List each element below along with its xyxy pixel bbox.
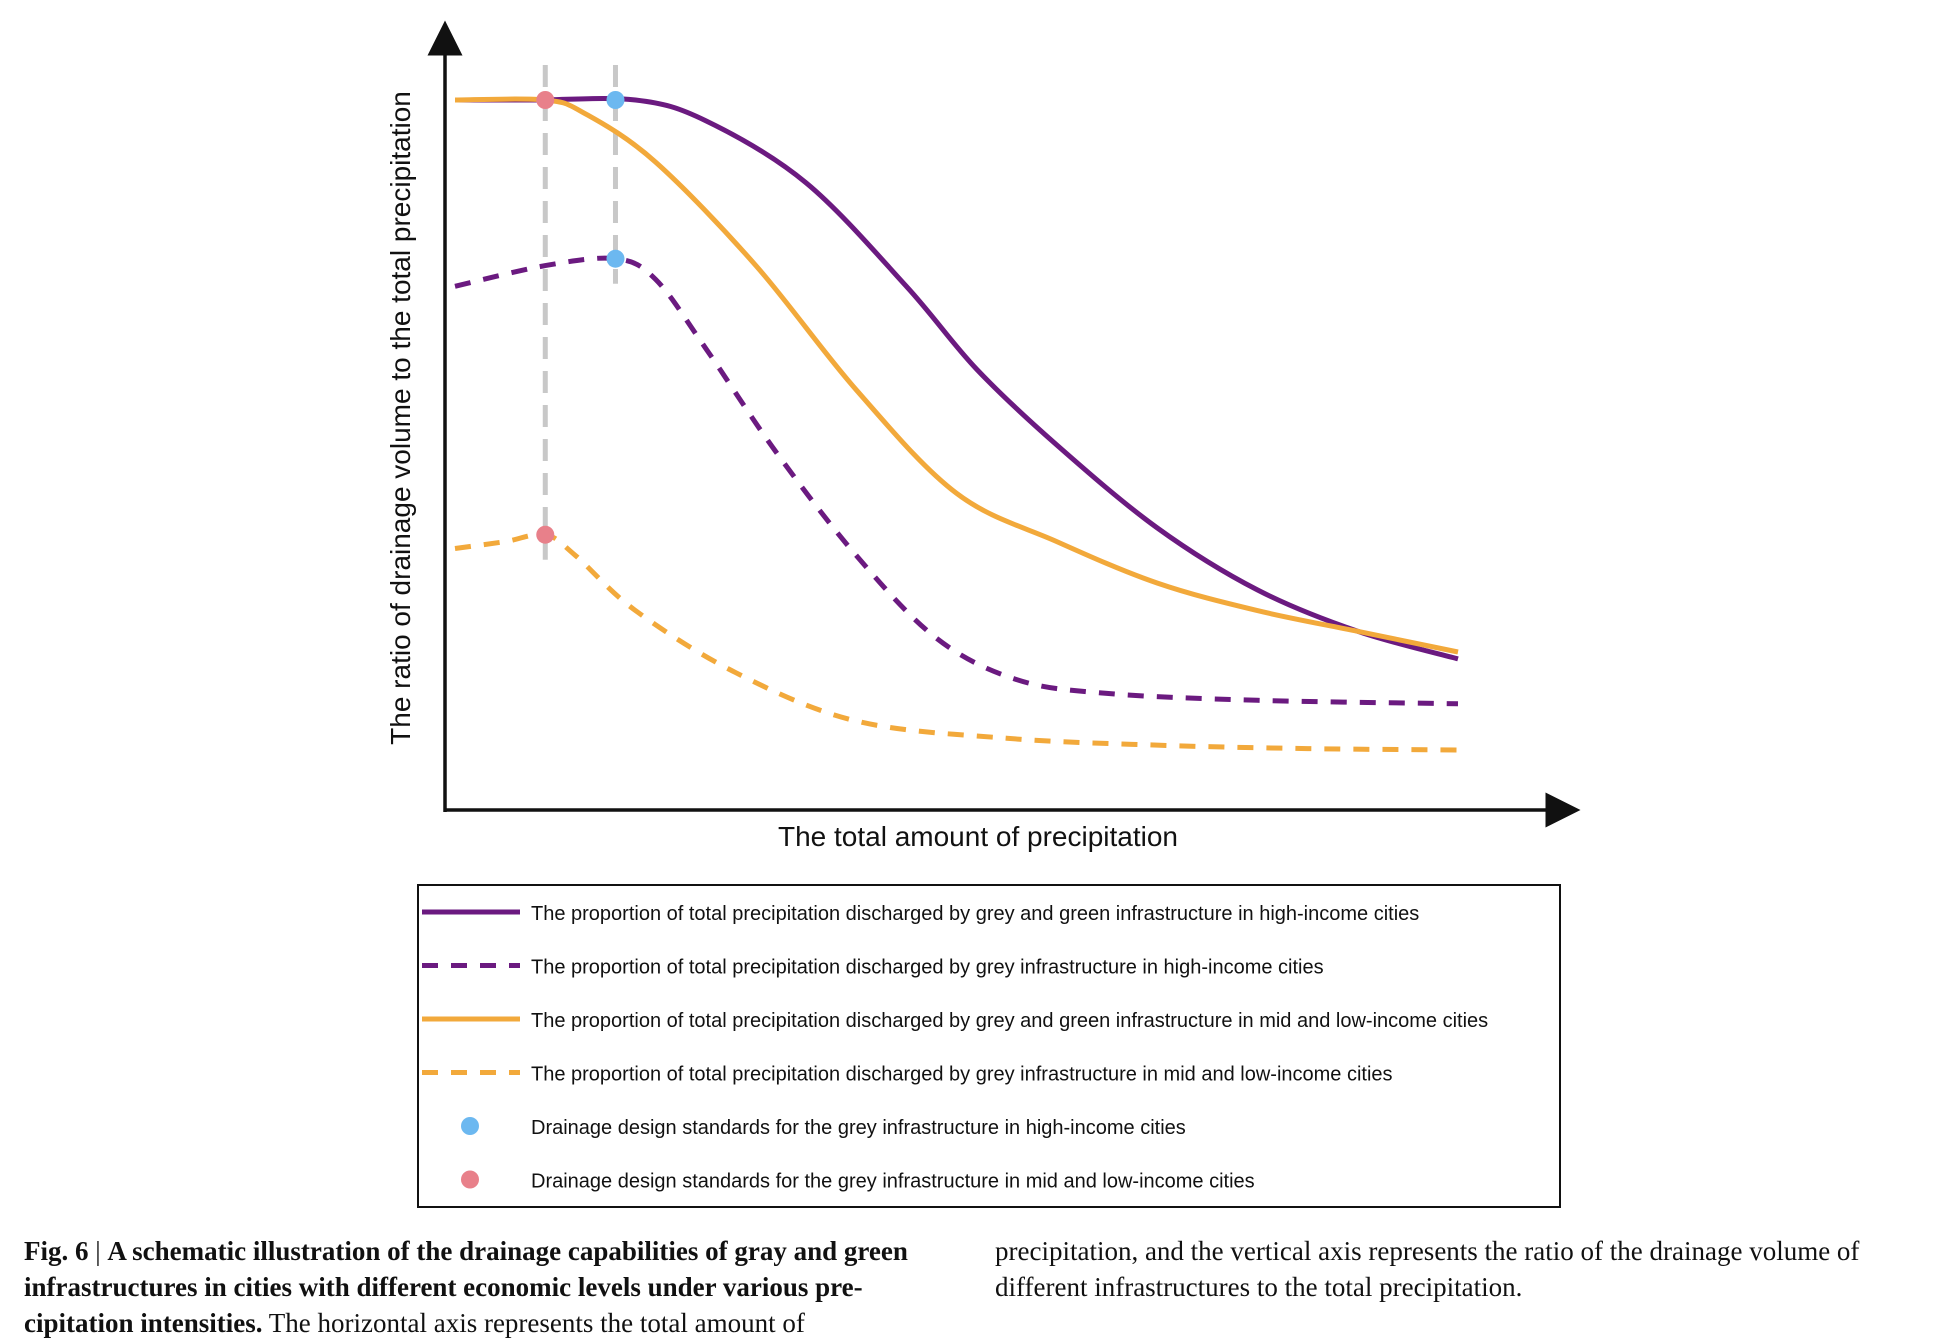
series-line-3 — [454, 96, 1459, 655]
legend-label-2: The proportion of total precipitation di… — [531, 957, 1324, 979]
y-axis-label: The ratio of drainage volume to the tota… — [385, 91, 416, 745]
series-line-4 — [454, 531, 1459, 753]
caption-title: A schematic illustration of the drainage… — [24, 1236, 908, 1338]
series-line-1 — [455, 95, 1459, 662]
legend-swatch-5 — [461, 1117, 479, 1135]
pink-design-point-1 — [536, 91, 555, 109]
chart: The total amount of precipitation The ra… — [385, 20, 1581, 1208]
blue-design-point-1 — [606, 91, 625, 109]
x-axis-label: The total amount of precipitation — [778, 821, 1178, 852]
pink-design-point-2 — [536, 525, 555, 544]
legend-label-3: The proportion of total precipitation di… — [531, 1010, 1488, 1032]
caption-separator: | — [88, 1236, 108, 1266]
legend-box — [417, 884, 1561, 1208]
caption-label: Fig. 6 — [24, 1236, 89, 1266]
guide-lines — [542, 65, 618, 560]
legend-label-6: Drainage design standards for the grey i… — [531, 1171, 1255, 1193]
series-line-2 — [454, 255, 1459, 707]
series-layer — [454, 95, 1459, 753]
caption-body: The horizontal axis represents the total… — [262, 1236, 1860, 1338]
legend-swatch-6 — [461, 1170, 479, 1189]
figure-caption: Fig. 6 | A schematic illustration of the… — [24, 1233, 1924, 1341]
legend-label-1: The proportion of total precipitation di… — [531, 903, 1419, 925]
blue-design-point-2 — [606, 249, 625, 268]
legend-label-5: Drainage design standards for the grey i… — [531, 1117, 1186, 1139]
marker-layer — [536, 91, 625, 544]
legend: The proportion of total precipitation di… — [422, 903, 1488, 1193]
legend-label-4: The proportion of total precipitation di… — [531, 1064, 1393, 1086]
